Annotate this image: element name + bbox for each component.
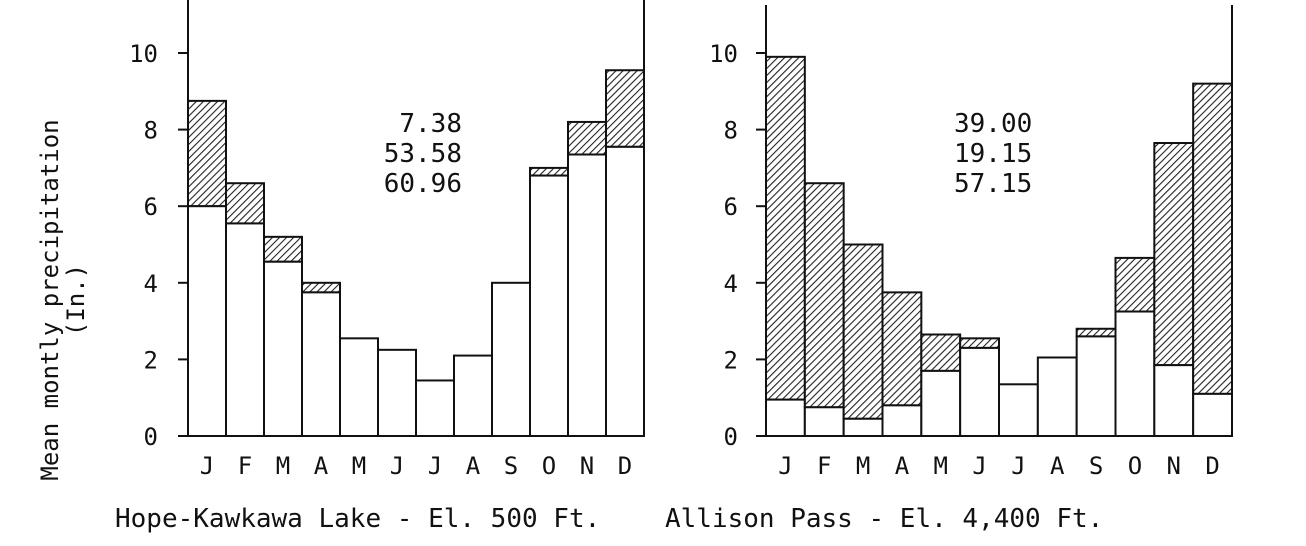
y-tick-label: 2: [144, 346, 158, 374]
bar-rain-segment: [1036, 356, 1078, 437]
bar-rain-segment: [959, 346, 1001, 437]
bar-snow-segment: [1114, 256, 1156, 313]
y-tick-label: 6: [144, 193, 158, 221]
bar-rain-segment: [998, 383, 1039, 438]
y-axis-label-line1: Mean montly precipitation: [36, 119, 64, 480]
bar-snow-segment: [605, 69, 645, 148]
x-tick-label: F: [238, 452, 252, 480]
bar-snow-segment: [263, 235, 303, 263]
total-value: 53.58: [384, 139, 462, 169]
bar-snow-segment: [225, 182, 265, 225]
bar-snow-segment: [301, 281, 341, 294]
bar-rain-segment: [225, 222, 265, 437]
x-tick-label: D: [618, 452, 632, 480]
bar-snow-segment: [765, 55, 806, 401]
y-tick-label: 6: [724, 193, 738, 221]
bar-snow-segment: [920, 333, 962, 372]
x-tick-label: N: [580, 452, 594, 480]
bar-rain-segment: [881, 404, 923, 437]
bar-rain-segment: [842, 417, 884, 438]
y-tick-label: 8: [724, 117, 738, 145]
y-tick-label: 0: [724, 423, 738, 451]
bar-rain-segment: [1114, 310, 1156, 437]
bar-rain-segment: [491, 281, 531, 437]
total-value: 39.00: [954, 109, 1032, 139]
bar-rain-segment: [415, 379, 455, 437]
total-value: 7.38: [399, 109, 462, 139]
x-tick-label: O: [542, 452, 556, 480]
y-tick-label: 10: [709, 40, 738, 68]
bar-snow-segment: [1153, 142, 1195, 367]
y-axis-title: Mean montly precipitation (In.): [36, 119, 90, 480]
y-axis-label-line2: (In.): [62, 264, 90, 336]
x-tick-label: S: [1089, 452, 1103, 480]
bar-snow-segment: [959, 337, 1001, 349]
x-tick-label: M: [856, 452, 870, 480]
bar-rain-segment: [187, 205, 227, 437]
x-tick-label: J: [778, 452, 792, 480]
x-tick-label: M: [352, 452, 366, 480]
x-tick-label: A: [314, 452, 329, 480]
bar-rain-segment: [1075, 335, 1117, 438]
bar-rain-segment: [301, 291, 341, 437]
bar-rain-segment: [1192, 392, 1233, 437]
x-tick-label: D: [1205, 452, 1219, 480]
bar-rain-segment: [567, 153, 607, 437]
bar-snow-segment: [803, 182, 845, 409]
bar-rain-segment: [765, 398, 806, 437]
x-tick-label: J: [428, 452, 442, 480]
x-tick-label: M: [934, 452, 948, 480]
bar-rain-segment: [377, 348, 417, 438]
x-tick-label: A: [466, 452, 481, 480]
bar-snow-segment: [842, 243, 884, 420]
total-value: 60.96: [384, 169, 462, 199]
bar-rain-segment: [803, 406, 845, 437]
bar-rain-segment: [920, 369, 962, 438]
station-title: Hope-Kawkawa Lake - El. 500 Ft.: [115, 504, 600, 534]
bar-snow-segment: [881, 291, 923, 407]
total-value: 57.15: [954, 169, 1032, 199]
bar-rain-segment: [453, 354, 493, 438]
bar-snow-segment: [1192, 82, 1233, 395]
x-tick-label: J: [1011, 452, 1025, 480]
x-tick-label: A: [1050, 452, 1065, 480]
y-tick-label: 0: [144, 423, 158, 451]
x-tick-label: N: [1167, 452, 1181, 480]
y-tick-label: 8: [144, 117, 158, 145]
y-tick-label: 4: [724, 270, 738, 298]
bar-rain-segment: [1153, 364, 1195, 437]
bar-rain-segment: [529, 174, 569, 437]
x-tick-label: O: [1128, 452, 1142, 480]
y-tick-label: 4: [144, 270, 158, 298]
bar-snow-segment: [1075, 327, 1117, 338]
x-tick-label: F: [817, 452, 831, 480]
x-tick-label: M: [276, 452, 290, 480]
bar-rain-segment: [339, 337, 379, 437]
bar-snow-segment: [187, 99, 227, 208]
y-tick-label: 2: [724, 346, 738, 374]
bar-snow-segment: [529, 166, 569, 177]
x-tick-label: A: [895, 452, 910, 480]
x-tick-label: J: [390, 452, 404, 480]
x-tick-label: J: [200, 452, 214, 480]
total-value: 19.15: [954, 139, 1032, 169]
x-tick-label: J: [972, 452, 986, 480]
bar-rain-segment: [263, 260, 303, 437]
bar-rain-segment: [605, 145, 645, 438]
station-title: Allison Pass - El. 4,400 Ft.: [665, 504, 1103, 534]
y-tick-label: 10: [129, 40, 158, 68]
bar-snow-segment: [567, 120, 607, 156]
x-tick-label: S: [504, 452, 518, 480]
